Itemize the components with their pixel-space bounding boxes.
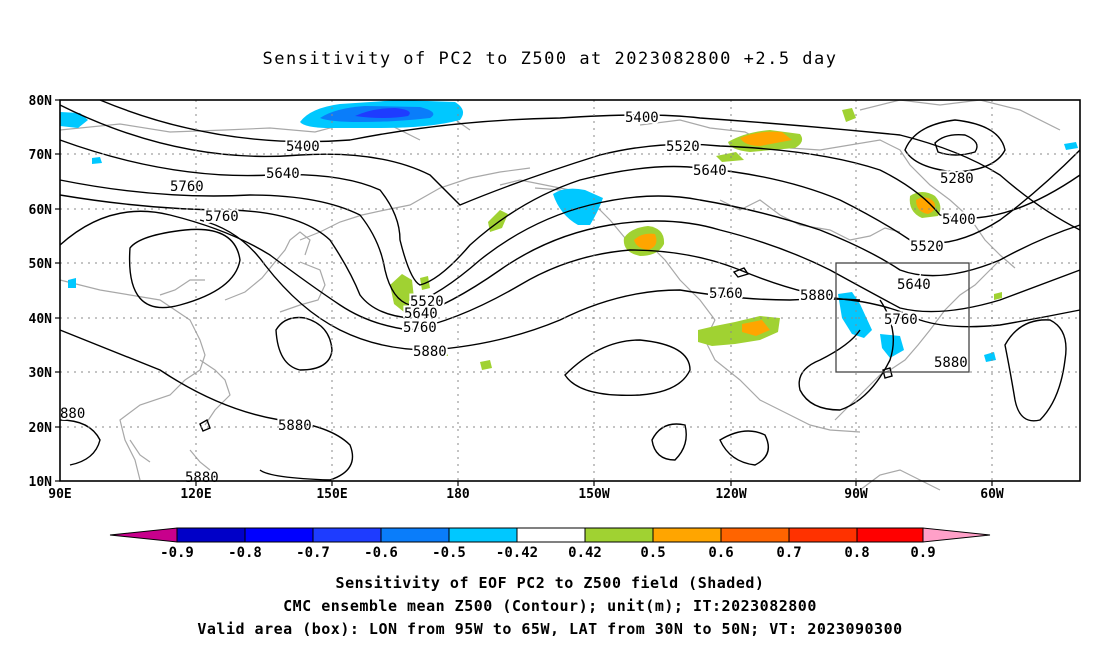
contour-label: 5880 <box>800 288 834 304</box>
contour-label: 880 <box>60 406 85 422</box>
lat-label: 20N <box>29 421 53 436</box>
sensitivity-shading <box>60 100 1078 370</box>
contour-label: 5640 <box>693 163 727 179</box>
contour-label: 5880 <box>934 355 968 371</box>
contour-label: 5880 <box>413 344 447 360</box>
map-title: Sensitivity of PC2 to Z500 at 2023082800… <box>262 49 838 69</box>
contour-label: 5760 <box>170 179 204 195</box>
lon-label: 120E <box>180 487 211 502</box>
contour-label: 5760 <box>205 209 239 225</box>
lat-label: 70N <box>29 148 53 163</box>
lat-label: 80N <box>29 94 53 109</box>
latitude-labels: 80N 70N 60N 50N 40N 30N 20N 10N <box>29 94 53 490</box>
lon-label: 90W <box>844 487 868 502</box>
colorbar-bin <box>448 527 518 543</box>
colorbar-label: 0.42 <box>568 545 602 561</box>
contour-label: 5640 <box>266 166 300 182</box>
contour-label: 5760 <box>403 320 437 336</box>
colorbar-high-end <box>922 527 991 543</box>
colorbar-label: 0.9 <box>910 545 935 561</box>
colorbar-bin <box>244 527 314 543</box>
longitude-labels: 90E 120E 150E 180 150W 120W 90W 60W <box>48 487 1004 502</box>
footer-line-3: Valid area (box): LON from 95W to 65W, L… <box>197 620 903 638</box>
colorbar-labels: -0.9 -0.8 -0.7 -0.6 -0.5 -0.42 0.42 0.5 … <box>160 545 936 561</box>
colorbar-bin <box>516 527 586 543</box>
colorbar <box>109 527 991 543</box>
lon-label: 150W <box>578 487 609 502</box>
contour-label: 5640 <box>897 277 931 293</box>
contour-label: 5520 <box>410 294 444 310</box>
colorbar-label: 0.6 <box>708 545 733 561</box>
contour-label: 5760 <box>709 286 743 302</box>
contour-label: 5760 <box>884 312 918 328</box>
contour-label: 5640 <box>404 306 438 322</box>
contour-label: 5400 <box>625 110 659 126</box>
valid-area-box <box>835 262 970 373</box>
z500-contours <box>59 99 1081 481</box>
contour-label: 5520 <box>910 239 944 255</box>
lat-label: 30N <box>29 366 53 381</box>
colorbar-label: -0.9 <box>160 545 194 561</box>
lat-label: 10N <box>29 475 53 490</box>
lat-label: 40N <box>29 312 53 327</box>
lat-label: 50N <box>29 257 53 272</box>
contour-label: 5880 <box>185 470 219 486</box>
colorbar-bin <box>312 527 382 543</box>
colorbar-bin <box>652 527 722 543</box>
lat-label: 60N <box>29 203 53 218</box>
lon-label: 60W <box>980 487 1004 502</box>
contour-label: 5520 <box>666 139 700 155</box>
colorbar-label: -0.5 <box>432 545 466 561</box>
colorbar-label: 0.8 <box>844 545 869 561</box>
coastlines <box>59 99 1061 491</box>
lon-label: 120W <box>715 487 746 502</box>
tick-marks <box>55 99 993 486</box>
contour-label: 5400 <box>286 139 320 155</box>
contour-label-layer: 5400 5400 5520 5640 5640 5760 5760 5280 … <box>58 108 978 488</box>
contour-label: 5400 <box>942 212 976 228</box>
colorbar-label: 0.5 <box>640 545 665 561</box>
colorbar-label: -0.8 <box>228 545 262 561</box>
colorbar-bin <box>176 527 246 543</box>
colorbar-label: -0.6 <box>364 545 398 561</box>
gridlines <box>60 100 1080 481</box>
colorbar-bin <box>584 527 654 543</box>
colorbar-bin <box>720 527 790 543</box>
lon-label: 90E <box>48 487 71 502</box>
colorbar-label: -0.7 <box>296 545 330 561</box>
contour-label: 5880 <box>278 418 312 434</box>
lon-label: 150E <box>316 487 347 502</box>
contour-label: 5280 <box>940 171 974 187</box>
colorbar-bin <box>856 527 924 543</box>
colorbar-label: 0.7 <box>776 545 801 561</box>
footer-line-1: Sensitivity of EOF PC2 to Z500 field (Sh… <box>335 574 765 592</box>
footer-line-2: CMC ensemble mean Z500 (Contour); unit(m… <box>283 597 817 615</box>
colorbar-bin <box>788 527 858 543</box>
colorbar-low-end <box>109 527 178 543</box>
colorbar-bin <box>380 527 450 543</box>
map-frame <box>59 99 1081 482</box>
lon-label: 180 <box>446 487 470 502</box>
colorbar-label: -0.42 <box>496 545 538 561</box>
